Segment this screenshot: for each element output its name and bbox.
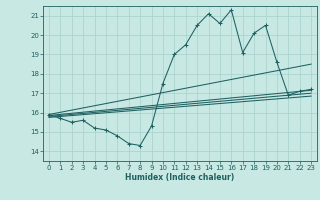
X-axis label: Humidex (Indice chaleur): Humidex (Indice chaleur) — [125, 173, 235, 182]
